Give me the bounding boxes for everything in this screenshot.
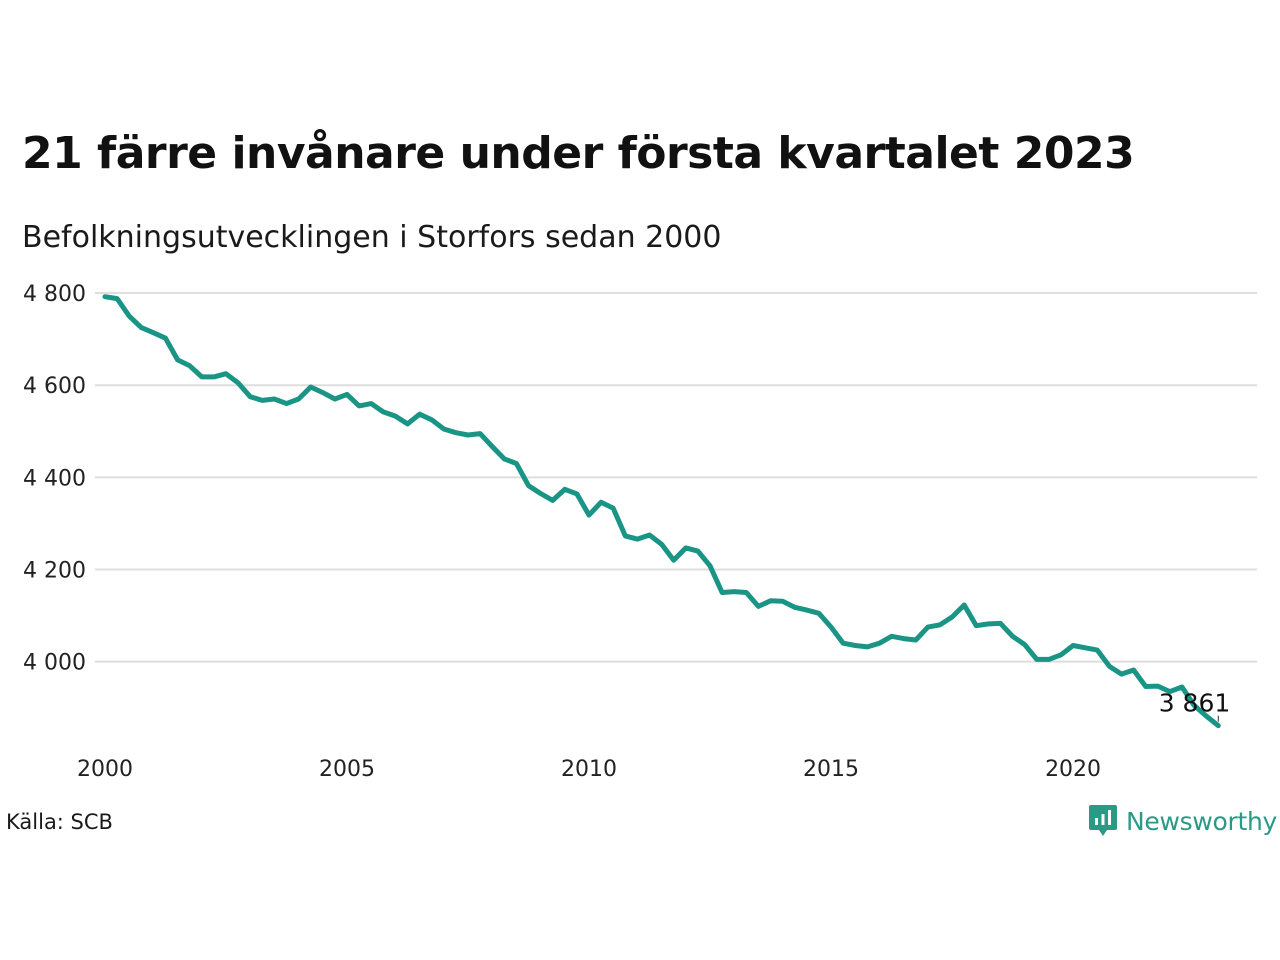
y-tick-label: 4 200 bbox=[23, 559, 86, 584]
chart-title: 21 färre invånare under första kvartalet… bbox=[22, 128, 1135, 179]
x-tick-label: 2000 bbox=[77, 757, 133, 782]
x-tick-label: 2010 bbox=[561, 757, 617, 782]
chart-subtitle: Befolkningsutvecklingen i Storfors sedan… bbox=[22, 220, 722, 255]
y-tick-label: 4 800 bbox=[23, 282, 86, 307]
y-tick-label: 4 600 bbox=[23, 374, 86, 399]
x-tick-label: 2015 bbox=[803, 757, 859, 782]
brand-name: Newsworthy bbox=[1126, 806, 1278, 836]
series-line bbox=[102, 294, 1221, 729]
newsworthy-logo-icon bbox=[1089, 805, 1117, 836]
x-tick-label: 2020 bbox=[1045, 757, 1101, 782]
annotation-label: 3 861 bbox=[1159, 689, 1231, 718]
x-tick-label: 2005 bbox=[319, 757, 375, 782]
source-note: Källa: SCB bbox=[6, 810, 113, 834]
y-tick-label: 4 400 bbox=[23, 466, 86, 491]
brand-logo: Newsworthy bbox=[1088, 803, 1277, 839]
y-tick-label: 4 000 bbox=[23, 651, 86, 676]
line-chart: 4 000 4 200 4 400 4 600 4 800 2000 2005 2010 201… bbox=[23, 282, 1257, 782]
